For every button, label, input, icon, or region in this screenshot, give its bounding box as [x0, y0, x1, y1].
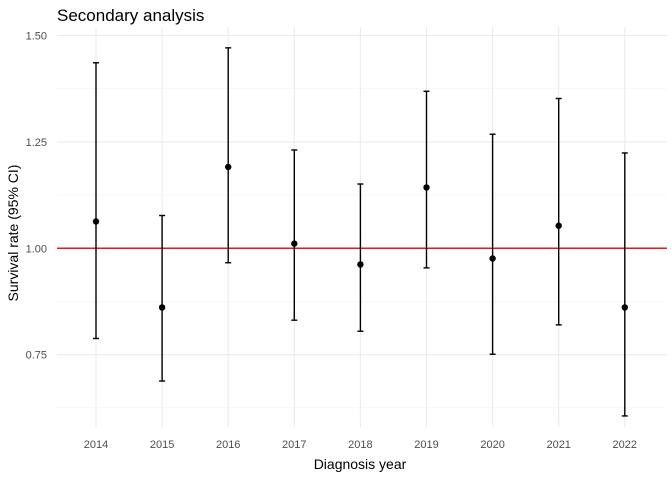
x-tick-label: 2014 [84, 439, 108, 451]
data-point [92, 218, 100, 225]
data-point [225, 163, 232, 171]
y-tick-label: 1.50 [26, 31, 47, 43]
data-point [291, 240, 298, 247]
x-tick-label: 2016 [216, 439, 240, 451]
y-tick-labels: 0.75 1.00 1.25 1.50 [26, 31, 47, 362]
x-axis-title: Diagnosis year [314, 456, 407, 472]
data-point [423, 184, 430, 191]
data-point [357, 261, 364, 268]
x-tick-label: 2022 [613, 439, 637, 451]
x-tick-label: 2021 [546, 439, 570, 451]
x-tick-label: 2017 [282, 439, 306, 451]
grid [57, 27, 667, 427]
y-tick-label: 1.00 [26, 243, 47, 255]
y-axis-title: Survival rate (95% CI) [5, 165, 21, 302]
data-point [621, 304, 628, 311]
data-point [158, 304, 166, 311]
data-point [555, 222, 562, 229]
data-point [489, 255, 496, 262]
data-marks [92, 47, 628, 417]
x-tick-label: 2020 [480, 439, 504, 451]
x-tick-label: 2018 [348, 439, 372, 451]
x-tick-label: 2015 [150, 439, 174, 451]
y-tick-label: 1.25 [26, 137, 47, 149]
x-tick-labels: 2014 2015 2016 2017 2018 2019 2020 2021 2022 [84, 439, 637, 451]
x-tick-label: 2019 [414, 439, 438, 451]
chart-title: Secondary analysis [57, 6, 204, 25]
y-tick-label: 0.75 [26, 350, 47, 362]
